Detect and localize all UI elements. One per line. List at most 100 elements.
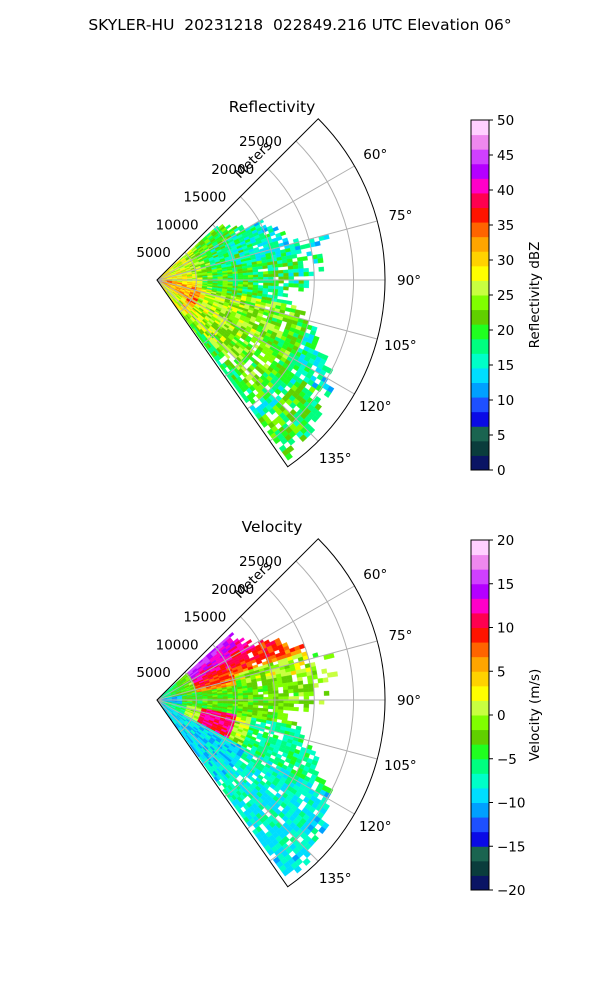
radar-cell xyxy=(283,286,289,291)
colorbar-segment xyxy=(471,569,489,585)
colorbar-tick-label: 5 xyxy=(497,664,506,680)
radial-tick-label: 5000 xyxy=(136,245,170,261)
radar-cell xyxy=(267,705,274,710)
colorbar-segment xyxy=(471,758,489,774)
colorbar-segment xyxy=(471,860,489,876)
azimuth-tick-label: 135° xyxy=(319,451,352,467)
radar-cell xyxy=(286,300,293,306)
radar-cell xyxy=(263,282,269,286)
radar-cell xyxy=(302,857,311,866)
radar-cell xyxy=(288,703,294,708)
colorbar-tick-label: 15 xyxy=(497,577,514,593)
radar-cell xyxy=(291,721,298,727)
radar-cell xyxy=(283,272,289,277)
colorbar-tick-label: 0 xyxy=(497,463,506,479)
radar-cell xyxy=(227,695,234,699)
radar-cell xyxy=(295,249,302,255)
radar-cell xyxy=(288,272,294,277)
radar-cell xyxy=(282,262,289,267)
azimuth-tick-label: 120° xyxy=(359,819,392,835)
radar-cell xyxy=(308,683,314,689)
azimuth-spoke xyxy=(156,699,355,815)
radar-cell xyxy=(262,691,269,695)
radar-cell xyxy=(318,699,325,705)
radial-tick-label: 15000 xyxy=(183,610,226,626)
colorbar-segment xyxy=(471,397,489,413)
radar-cell xyxy=(268,702,274,707)
radar-cell xyxy=(247,272,254,276)
colorbar-segment xyxy=(471,787,489,803)
radar-cell xyxy=(217,696,223,699)
colorbar-segment xyxy=(471,222,489,238)
radar-cell xyxy=(252,282,259,286)
chart-panel-reflectivity: 5000 10000 15000 20000 25000 60° 75° 90° 105° 120… xyxy=(136,98,543,479)
radar-cell xyxy=(279,230,287,237)
radar-cell xyxy=(252,691,259,696)
radar-cell xyxy=(292,685,299,690)
radar-cell xyxy=(272,687,279,692)
azimuth-spoke xyxy=(156,585,355,701)
radar-cell xyxy=(273,273,279,278)
radar-cell xyxy=(252,271,259,276)
colorbar-tick-label: −5 xyxy=(497,752,517,768)
radar-cell xyxy=(273,690,279,695)
colorbar-segment xyxy=(471,149,489,165)
panel-title: Reflectivity xyxy=(229,98,316,116)
radar-cell xyxy=(293,279,300,284)
colorbar-segment xyxy=(471,612,489,628)
radar-cell xyxy=(308,687,315,693)
radial-tick-label: 10000 xyxy=(156,217,199,233)
radar-cell xyxy=(267,267,274,272)
radar-cell xyxy=(257,265,263,270)
radar-cell xyxy=(258,702,264,706)
radar-cell xyxy=(318,266,325,272)
radar-cell xyxy=(283,283,289,288)
radar-cell xyxy=(283,269,289,274)
radar-cell xyxy=(283,692,289,697)
radar-cell xyxy=(303,699,310,705)
radar-cell xyxy=(283,699,289,704)
radar-cell xyxy=(292,261,299,266)
radar-cell xyxy=(298,268,304,273)
radar-cell xyxy=(293,283,299,288)
radar-cell xyxy=(297,264,304,270)
chart-panel-velocity: 5000 10000 15000 20000 25000 60° 75° 90° 105° 120… xyxy=(136,518,543,899)
radar-cell xyxy=(272,267,279,272)
colorbar-segment xyxy=(471,744,489,760)
range-ring xyxy=(269,140,354,442)
radar-cell xyxy=(284,307,291,313)
radar-cell xyxy=(225,224,232,230)
colorbar-segment xyxy=(471,163,489,179)
colorbar-label: Velocity (m/s) xyxy=(527,669,543,762)
radar-cell xyxy=(268,282,274,287)
radar-cell xyxy=(323,390,332,398)
radar-cell xyxy=(306,251,313,257)
radial-tick-label: 20000 xyxy=(211,582,254,598)
colorbar-tick-label: 45 xyxy=(497,148,514,164)
colorbar-segment xyxy=(471,207,489,223)
range-ring xyxy=(201,644,237,765)
azimuth-spoke xyxy=(156,165,355,281)
azimuth-tick-label: 60° xyxy=(363,567,387,583)
colorbar-tick-label: 20 xyxy=(497,323,514,339)
radar-cell xyxy=(262,688,269,692)
colorbar-segment xyxy=(471,773,489,789)
radar-cell xyxy=(317,678,324,684)
radar-cell xyxy=(293,699,300,704)
sector-frame xyxy=(156,538,386,888)
radar-cell xyxy=(284,452,293,461)
colorbar-segment xyxy=(471,583,489,599)
radar-cell xyxy=(243,396,250,404)
radar-cell xyxy=(299,434,308,443)
colorbar-segment xyxy=(471,134,489,150)
radar-cell xyxy=(292,265,299,270)
radar-cell xyxy=(293,692,299,697)
radar-cell xyxy=(303,283,310,289)
radar-cell xyxy=(293,696,300,701)
colorbar-segment xyxy=(471,802,489,818)
radar-cell xyxy=(283,276,289,281)
radar-cell xyxy=(293,268,299,273)
colorbar-segment xyxy=(471,627,489,643)
radar-cell xyxy=(260,420,269,428)
